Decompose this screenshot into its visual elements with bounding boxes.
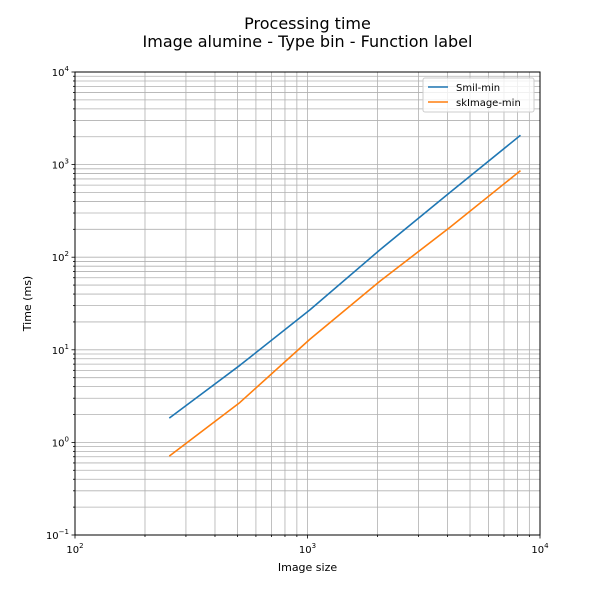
y-tick-label: 104 [52,65,70,79]
x-tick-label: 103 [299,542,316,556]
y-tick-label: 102 [52,250,69,264]
y-tick-label: 103 [52,158,69,172]
y-tick-label: 10−1 [46,528,69,542]
y-axis-label: Time (ms) [21,276,34,332]
chart-title: Processing time [244,14,371,33]
series-line-smil-min [168,134,521,419]
tick-labels: 102 103 104 10−1 100 101 102 103 104 [46,65,549,556]
series-line-skimage-min [168,170,521,457]
x-tick-label: 102 [66,542,83,556]
ticks [71,71,541,539]
legend-label-skimage-min: skImage-min [456,98,521,109]
chart-subtitle: Image alumine - Type bin - Function labe… [142,32,473,51]
y-tick-label: 101 [52,343,69,357]
legend: Smil-min skImage-min [422,77,535,113]
x-axis-label: Image size [278,561,338,574]
y-tick-label: 100 [52,435,69,449]
grid [75,72,540,535]
legend-label-smil-min: Smil-min [456,83,500,94]
x-tick-label: 104 [531,542,549,556]
legend-box [422,77,535,113]
series-layer [168,134,521,457]
